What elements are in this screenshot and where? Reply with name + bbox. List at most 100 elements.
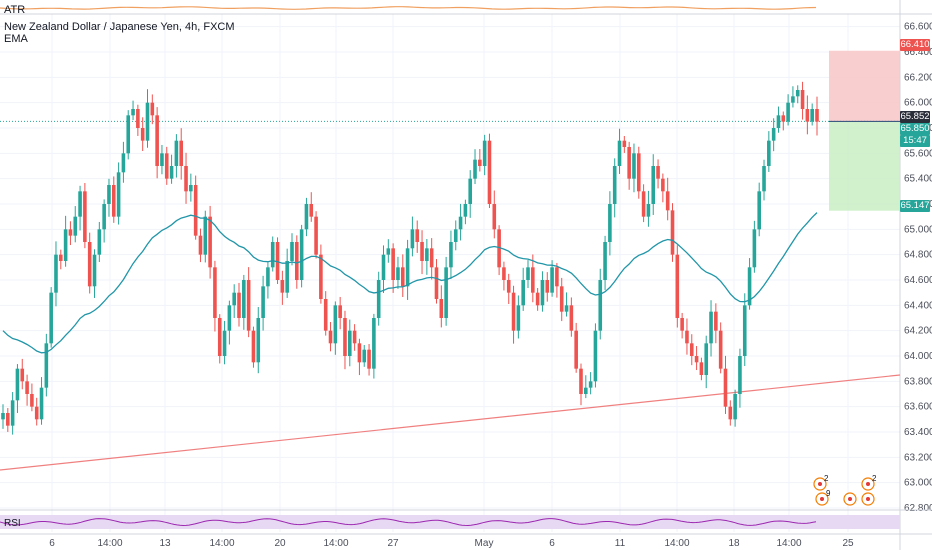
candle-body [251, 330, 256, 363]
candle-body [20, 368, 25, 382]
candle-body [376, 280, 381, 318]
candle-body [242, 280, 246, 318]
candle-body [786, 102, 790, 122]
candle-body [6, 413, 10, 426]
candle-body [189, 185, 193, 192]
dividend-icon-2-dot [848, 497, 852, 501]
time-tick-label: 25 [842, 538, 854, 549]
candle-body [588, 381, 593, 388]
price-tick-label: 64.800 [904, 250, 932, 261]
candle-body [232, 292, 236, 306]
time-tick-label: 11 [615, 538, 626, 549]
price-tick-label: 66.600 [904, 22, 932, 33]
candle-body [319, 254, 323, 299]
earnings-icon-1-count: 2 [824, 474, 829, 483]
candle-body [102, 204, 106, 230]
candle-body [579, 368, 583, 394]
candle-body [49, 292, 53, 344]
candle-body [78, 191, 82, 217]
dividend-icon-3-dot [866, 497, 870, 501]
candle-body [174, 140, 179, 166]
time-tick-label: 14:00 [209, 538, 234, 549]
candle-body [492, 204, 497, 230]
candle-body [685, 330, 689, 344]
time-tick-label: 14:00 [776, 538, 801, 549]
candle-body [540, 280, 545, 306]
candle-body [405, 248, 410, 287]
candle-body [439, 299, 444, 318]
candle-body [246, 280, 251, 331]
candle-body [444, 267, 448, 318]
candle-body [473, 159, 477, 179]
candle-body [564, 305, 569, 312]
candle-body [632, 153, 636, 179]
candle-body [261, 286, 265, 318]
candle-body [391, 248, 395, 280]
symbol-title[interactable]: New Zealand Dollar / Japanese Yen, 4h, F… [4, 21, 235, 33]
candle-body [531, 267, 535, 293]
candle-body [723, 368, 728, 407]
ema-line[interactable] [2, 212, 818, 354]
candle-body [280, 280, 285, 293]
candle-body [415, 229, 420, 242]
rsi-label[interactable]: RSI [4, 518, 21, 529]
candle-body [309, 204, 314, 217]
candle-body [612, 166, 617, 204]
price-tick-label: 64.600 [904, 275, 932, 286]
price-tick-label: 64.200 [904, 326, 932, 337]
candle-body [733, 394, 737, 420]
candle-body [213, 267, 217, 318]
candle-body [68, 229, 73, 236]
candle-body [314, 216, 318, 255]
dividend-icon-1-dot [820, 497, 824, 501]
candle-body [58, 254, 63, 261]
candle-body [87, 242, 92, 287]
stop-loss-zone[interactable] [829, 50, 900, 122]
candle-body [535, 292, 540, 306]
candle-body [222, 330, 227, 356]
candle-body [54, 254, 58, 293]
candle-body [627, 147, 631, 179]
price-tick-label: 66.200 [904, 72, 932, 83]
candle-body [203, 216, 208, 255]
candle-body [290, 242, 294, 261]
candle-body [709, 311, 713, 344]
bid-price-tag: 65.850 [900, 123, 930, 135]
candle-body [145, 102, 150, 141]
candle-body [420, 242, 424, 261]
candle-body [670, 210, 675, 255]
candle-body [150, 102, 155, 116]
candle-body [30, 394, 34, 407]
ema-label[interactable]: EMA [4, 33, 28, 45]
candle-body [304, 204, 309, 230]
candle-body [574, 330, 578, 369]
candle-body [126, 115, 131, 154]
candle-body [347, 330, 352, 356]
candle-body [39, 387, 44, 420]
candle-body [121, 153, 126, 173]
target-price-tag: 65.147 [900, 200, 930, 212]
candle-body [160, 153, 164, 166]
candle-body [593, 330, 598, 382]
candle-body [665, 191, 670, 211]
candle-body [622, 140, 627, 147]
price-tick-label: 66.000 [904, 98, 932, 109]
candle-body [179, 140, 184, 166]
support-trendline[interactable] [0, 374, 901, 471]
dividend-icon-1-count: 9 [826, 489, 831, 498]
candle-body [641, 191, 646, 217]
candle-body [795, 90, 800, 97]
price-tick-label: 63.400 [904, 427, 932, 438]
price-tick-label: 65.000 [904, 224, 932, 235]
candle-body [97, 229, 102, 255]
candle-body [656, 166, 660, 179]
candle-body [357, 343, 362, 363]
candle-body [299, 229, 304, 280]
take-profit-zone[interactable] [829, 121, 900, 211]
candle-body [338, 305, 342, 318]
candle-body [752, 229, 757, 268]
candle-body [487, 140, 492, 204]
candle-body [333, 305, 338, 344]
